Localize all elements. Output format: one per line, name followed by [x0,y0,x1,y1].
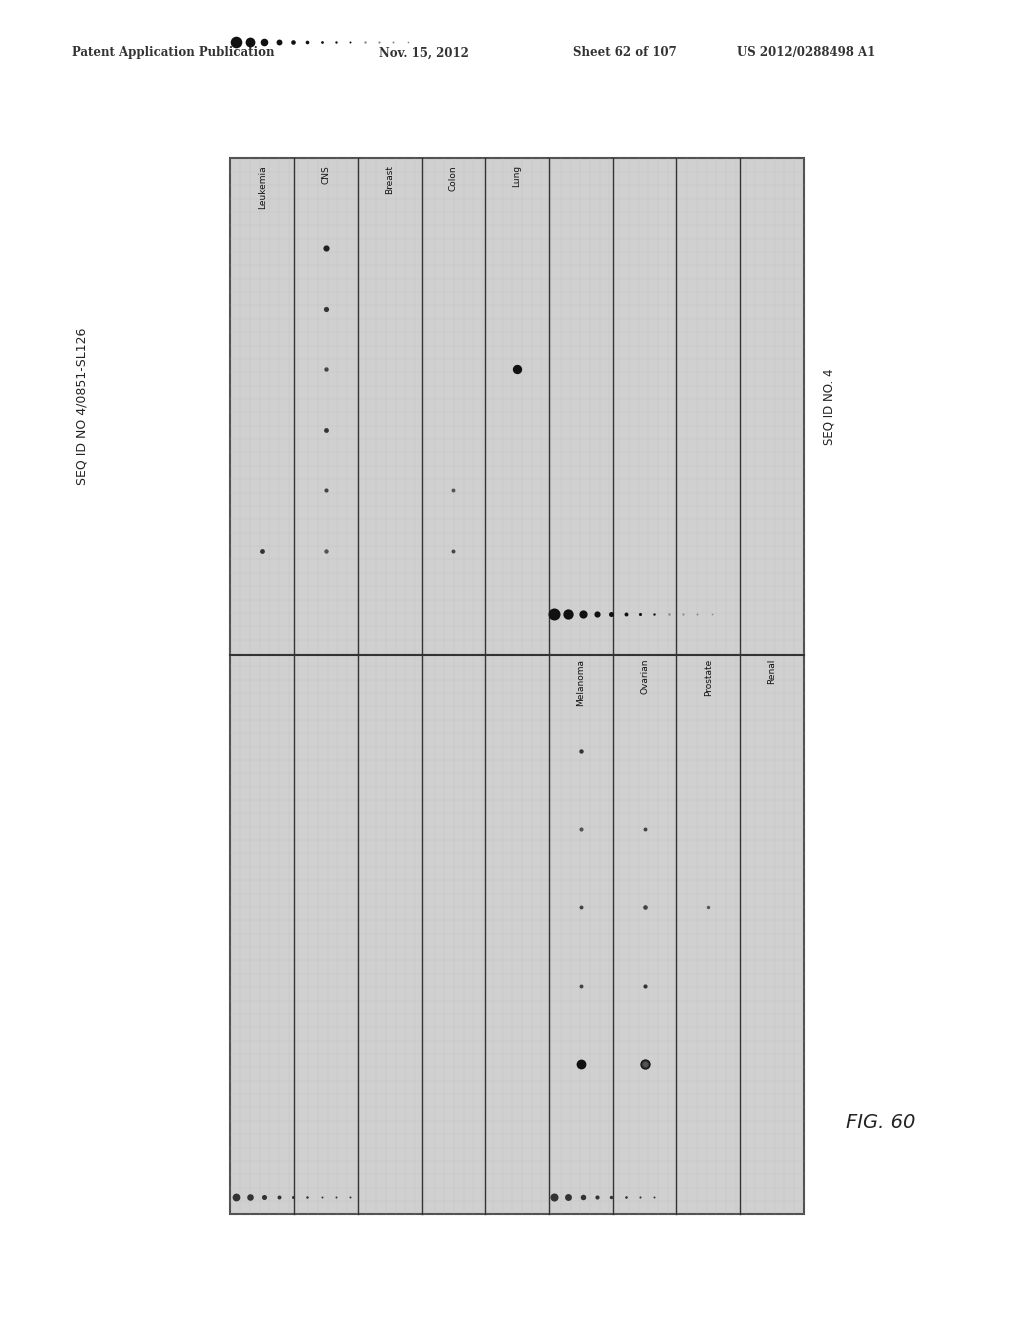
Point [356,32,373,53]
Point [317,238,334,259]
Text: Sheet 62 of 107: Sheet 62 of 107 [573,46,677,59]
Text: Renal: Renal [767,659,776,684]
Point [285,1187,301,1208]
Text: SEQ ID NO. 4: SEQ ID NO. 4 [823,368,836,445]
Text: Lung: Lung [513,165,521,187]
Point [254,540,270,561]
Point [317,540,334,561]
Point [317,420,334,441]
Point [589,603,605,624]
Point [617,603,634,624]
Point [242,1187,258,1208]
Point [299,1187,315,1208]
Point [572,975,589,997]
Point [636,1053,652,1074]
Point [646,603,663,624]
Point [572,896,589,917]
Point [572,818,589,840]
Text: Ovarian: Ovarian [640,659,649,694]
Bar [230,158,804,1214]
Point [227,1187,244,1208]
Point [445,540,462,561]
Point [285,32,301,53]
Point [636,896,652,917]
Point [689,603,706,624]
Point [328,1187,344,1208]
Point [660,603,677,624]
Point [342,32,358,53]
Point [700,896,717,917]
Point [675,603,691,624]
Point [445,479,462,500]
Point [603,603,620,624]
Point [313,1187,330,1208]
Text: US 2012/0288498 A1: US 2012/0288498 A1 [737,46,876,59]
Point [242,32,258,53]
Text: CNS: CNS [322,165,331,183]
Point [636,896,652,917]
Point [703,603,720,624]
Point [270,32,287,53]
Point [270,1187,287,1208]
Text: Melanoma: Melanoma [577,659,586,706]
Point [632,603,648,624]
Point [636,818,652,840]
Point [385,32,401,53]
Text: Colon: Colon [449,165,458,190]
Point [299,32,315,53]
Point [256,32,272,53]
Text: Nov. 15, 2012: Nov. 15, 2012 [379,46,469,59]
Point [546,603,562,624]
Point [560,603,577,624]
Point [560,1187,577,1208]
Point [371,32,387,53]
Point [617,1187,634,1208]
Point [632,1187,648,1208]
Text: Breast: Breast [385,165,394,194]
Point [574,603,591,624]
Point [342,1187,358,1208]
Text: Patent Application Publication: Patent Application Publication [72,46,274,59]
Text: Leukemia: Leukemia [258,165,267,209]
Point [572,818,589,840]
Point [313,32,330,53]
Text: SEQ ID NO 4/0851-SL126: SEQ ID NO 4/0851-SL126 [76,327,88,486]
Point [317,540,334,561]
Point [227,32,244,53]
Point [328,32,344,53]
Point [636,1053,652,1074]
Point [317,479,334,500]
Point [399,32,416,53]
Point [572,1053,589,1074]
Point [256,1187,272,1208]
Point [589,1187,605,1208]
Point [574,1187,591,1208]
Point [317,359,334,380]
Point [636,1053,652,1074]
Point [636,1053,652,1074]
Point [636,975,652,997]
Point [317,298,334,319]
Point [646,1187,663,1208]
Point [603,1187,620,1208]
Text: Prostate: Prostate [703,659,713,696]
Point [636,1053,652,1074]
Point [572,741,589,762]
Text: FIG. 60: FIG. 60 [846,1113,915,1131]
Point [509,359,525,380]
Point [546,1187,562,1208]
